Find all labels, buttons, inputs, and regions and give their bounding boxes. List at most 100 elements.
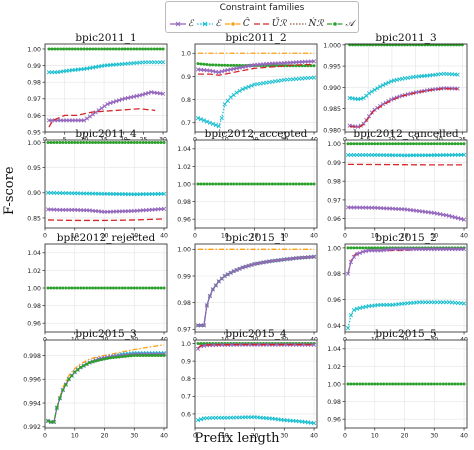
series-marker bbox=[394, 142, 398, 146]
series-marker bbox=[346, 142, 350, 146]
series-marker bbox=[64, 141, 68, 145]
plot-frame bbox=[344, 139, 468, 229]
subplot-bpic2012-cancelled: 0.96 0.97 0.98 0.99 1.00 0 10 20 30 40 bpic2012_ca… bbox=[327, 128, 468, 240]
series-marker bbox=[391, 142, 395, 146]
series-marker bbox=[417, 142, 421, 146]
series-marker bbox=[99, 106, 104, 111]
series-group bbox=[45, 344, 167, 425]
tick-label-x: 10 bbox=[221, 433, 229, 440]
series-marker bbox=[358, 246, 362, 250]
series-marker bbox=[195, 417, 201, 423]
tick-label-y: 1.04 bbox=[177, 146, 191, 153]
series-marker bbox=[85, 141, 89, 145]
series-marker bbox=[117, 98, 122, 103]
series-marker bbox=[226, 182, 230, 186]
series-marker bbox=[222, 273, 227, 279]
series-marker bbox=[161, 47, 165, 51]
series-marker bbox=[357, 250, 362, 256]
series-marker bbox=[138, 286, 142, 290]
plot-frame bbox=[44, 43, 168, 133]
series-marker bbox=[355, 246, 359, 250]
series-marker bbox=[288, 182, 292, 186]
series-marker bbox=[349, 246, 353, 250]
plot-frame bbox=[44, 339, 168, 429]
series-marker bbox=[370, 246, 374, 250]
subplot-bpic2015-1: 0.97 0.98 0.99 1.000 10 20 30 40 bpic2015_1 bbox=[177, 232, 318, 344]
series-marker bbox=[238, 63, 242, 67]
series-marker bbox=[240, 265, 245, 270]
series-line bbox=[347, 154, 465, 157]
series-marker bbox=[196, 182, 200, 186]
subplot-bpic2015-3: 0.992 0.994 0.996 0.998 0 10 20 30 40 bpic2015_3 bbox=[23, 328, 168, 440]
tick-label-x: 0 bbox=[43, 433, 47, 440]
series-marker bbox=[213, 283, 218, 288]
series-marker bbox=[216, 70, 221, 75]
series-marker bbox=[383, 81, 388, 86]
series-marker bbox=[354, 306, 360, 311]
series-marker bbox=[150, 141, 154, 145]
series-marker bbox=[231, 269, 236, 274]
series-marker bbox=[276, 182, 280, 186]
series-marker bbox=[253, 182, 257, 186]
series-marker bbox=[447, 382, 451, 386]
series-marker bbox=[59, 47, 63, 51]
series-marker bbox=[152, 47, 156, 51]
series-marker bbox=[108, 286, 112, 290]
series-marker bbox=[120, 355, 124, 359]
series-marker bbox=[79, 141, 83, 145]
series-marker bbox=[61, 141, 65, 145]
tick-label-y: 0.6 bbox=[181, 411, 191, 418]
series-marker bbox=[196, 342, 200, 346]
series-marker bbox=[94, 47, 98, 51]
series-marker bbox=[147, 353, 151, 357]
series-marker bbox=[411, 142, 415, 146]
tick-label-y: 0.97 bbox=[27, 96, 41, 103]
tick-label-y: 1.04 bbox=[327, 346, 341, 353]
series-marker bbox=[90, 112, 95, 117]
series-marker bbox=[199, 62, 203, 66]
series-marker bbox=[94, 359, 98, 363]
series-marker bbox=[76, 368, 80, 372]
series-marker bbox=[447, 213, 452, 218]
subplot-bpic2015-2: 0.94 0.96 0.98 1.000 10 20 30 40 bpic2015_2 bbox=[327, 232, 468, 344]
series-marker bbox=[211, 63, 215, 67]
series-marker bbox=[388, 142, 392, 146]
series-marker bbox=[114, 99, 119, 104]
tick-label-x: 20 bbox=[101, 233, 109, 240]
series-marker bbox=[153, 141, 157, 145]
series-marker bbox=[119, 97, 125, 102]
tick-label-y: 0.96 bbox=[177, 217, 191, 224]
series-marker bbox=[349, 142, 353, 146]
plot-area bbox=[345, 244, 467, 332]
series-marker bbox=[243, 264, 248, 269]
series-marker bbox=[76, 141, 80, 145]
series-marker bbox=[132, 141, 136, 145]
series-marker bbox=[129, 47, 133, 51]
series-marker bbox=[378, 84, 383, 89]
series-marker bbox=[100, 358, 104, 362]
series-marker bbox=[237, 88, 242, 94]
tick-label-y: 0.95 bbox=[27, 165, 41, 172]
subplot-title: bpic2012_accepted bbox=[205, 128, 308, 140]
series-marker bbox=[105, 141, 109, 145]
series-marker bbox=[373, 382, 377, 386]
series-marker bbox=[91, 286, 95, 290]
series-marker bbox=[132, 286, 136, 290]
series-marker bbox=[432, 382, 436, 386]
tick-label-y: 0.96 bbox=[27, 113, 41, 120]
series-marker bbox=[155, 47, 159, 51]
series-line bbox=[197, 343, 315, 349]
series-marker bbox=[88, 141, 92, 145]
series-marker bbox=[220, 182, 224, 186]
series-marker bbox=[144, 141, 148, 145]
tick-label-y: 1.000 bbox=[323, 42, 341, 49]
series-marker bbox=[217, 182, 221, 186]
series-marker bbox=[156, 141, 160, 145]
series-marker bbox=[294, 182, 298, 186]
series-marker bbox=[161, 191, 167, 196]
tick-label-y: 0.95 bbox=[27, 129, 41, 136]
tick-label-y: 0.90 bbox=[27, 190, 41, 197]
series-marker bbox=[400, 382, 404, 386]
series-marker bbox=[346, 382, 350, 386]
series-marker bbox=[461, 217, 467, 222]
